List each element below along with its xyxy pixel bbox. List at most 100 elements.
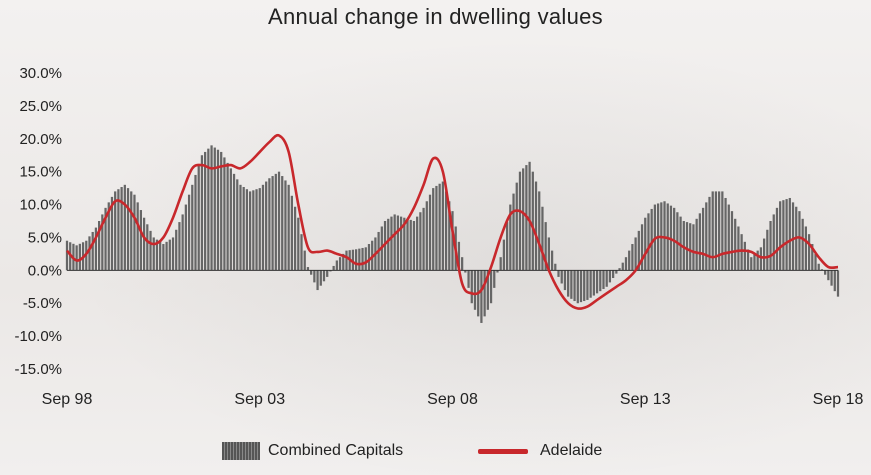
bar-combined-capitals: [489, 270, 493, 304]
bar-combined-capitals: [277, 171, 281, 271]
bar-combined-capitals: [769, 221, 772, 271]
bar-combined-capitals: [287, 184, 290, 271]
bar-combined-capitals: [419, 212, 422, 271]
bar-combined-capitals: [432, 188, 435, 271]
bar-combined-capitals: [711, 191, 714, 271]
bar-combined-capitals: [88, 236, 91, 271]
y-tick-label: 20.0%: [19, 131, 62, 148]
bar-combined-capitals: [727, 204, 730, 271]
bar-combined-capitals: [316, 270, 319, 291]
bar-combined-capitals: [518, 171, 522, 271]
bar-combined-capitals: [833, 270, 836, 292]
bar-combined-capitals: [171, 237, 175, 271]
bar-combined-capitals: [191, 184, 194, 271]
bar-combined-capitals: [281, 176, 284, 271]
bar-combined-capitals: [416, 216, 419, 271]
bar-combined-capitals: [229, 168, 232, 271]
bar-combined-capitals: [338, 257, 342, 271]
bar-combined-capitals: [194, 174, 197, 271]
bar-combined-capitals: [110, 196, 114, 271]
chart-title: Annual change in dwelling values: [268, 4, 603, 29]
bar-combined-capitals: [390, 216, 393, 271]
bar-combined-capitals: [117, 189, 120, 271]
bar-combined-capitals: [178, 222, 181, 271]
bar-combined-capitals: [721, 191, 724, 271]
bar-combined-capitals: [248, 191, 252, 271]
bar-combined-capitals: [290, 195, 293, 271]
bar-combined-capitals: [836, 270, 840, 297]
bar-combined-capitals: [791, 202, 795, 271]
bar-combined-capitals: [756, 250, 759, 271]
legend-swatch-line: [478, 448, 528, 454]
bar-combined-capitals: [782, 200, 785, 271]
bar-combined-capitals: [261, 184, 265, 271]
bar-combined-capitals: [647, 213, 650, 271]
bar-combined-capitals: [126, 188, 130, 271]
bar-combined-capitals: [682, 221, 685, 271]
bar-combined-capitals: [640, 224, 644, 271]
bar-combined-capitals: [162, 244, 165, 271]
bar-combined-capitals: [342, 253, 345, 271]
bar-combined-capitals: [387, 218, 390, 271]
y-tick-label: 0.0%: [28, 262, 62, 279]
bar-combined-capitals: [210, 145, 213, 271]
bar-combined-capitals: [187, 194, 191, 271]
bar-combined-capitals: [705, 202, 708, 271]
bar-combined-capitals: [165, 241, 168, 271]
bar-combined-capitals: [441, 181, 444, 271]
bar-combined-capitals: [396, 215, 400, 271]
bar-combined-capitals: [750, 257, 753, 271]
bar-combined-capitals: [505, 222, 509, 271]
bar-combined-capitals: [200, 155, 204, 271]
bar-combined-capitals: [714, 191, 718, 271]
bar-combined-capitals: [547, 237, 550, 271]
bar-combined-capitals: [300, 234, 303, 271]
y-tick-label: 25.0%: [19, 98, 62, 115]
bar-combined-capitals: [766, 229, 769, 271]
bar-combined-capitals: [355, 249, 358, 271]
bar-combined-capitals: [130, 191, 133, 271]
x-tick-label: Sep 13: [620, 391, 671, 408]
bar-combined-capitals: [284, 180, 287, 271]
chart-plot: 30.0% 25.0% 20.0% 15.0% 10.0% 5.0% 0.0% -5.0% -1…: [14, 65, 863, 408]
bar-combined-capitals: [785, 199, 788, 271]
bar-combined-capitals: [91, 231, 94, 271]
bar-combined-capitals: [820, 269, 824, 271]
bar-combined-capitals: [98, 221, 101, 271]
bar-combined-capitals: [226, 162, 229, 271]
bar-combined-capitals: [734, 218, 737, 271]
bar-combined-capitals: [531, 171, 534, 271]
bar-combined-capitals: [592, 270, 595, 296]
bar-combined-capitals: [637, 230, 640, 271]
bar-combined-capitals: [827, 270, 830, 281]
bar-combined-capitals: [425, 201, 428, 271]
bar-combined-capitals: [78, 243, 81, 271]
y-tick-label: 15.0%: [19, 164, 62, 181]
bar-combined-capitals: [232, 173, 236, 271]
bar-combined-capitals: [451, 211, 454, 271]
bar-combined-capitals: [268, 178, 271, 271]
bar-combined-capitals: [701, 207, 705, 271]
bar-combined-capitals: [541, 206, 544, 271]
bar-combined-capitals: [168, 239, 171, 271]
y-tick-label: 30.0%: [19, 65, 62, 82]
x-tick-label: Sep 98: [42, 391, 93, 408]
bar-combined-capitals: [779, 201, 782, 271]
bar-combined-capitals: [136, 202, 139, 271]
bar-combined-capitals: [615, 270, 618, 274]
bar-combined-capitals: [326, 270, 329, 277]
bar-combined-capitals: [608, 270, 612, 283]
bar-combined-capitals: [631, 244, 634, 271]
bar-combined-capitals: [557, 270, 560, 277]
bar-combined-capitals: [438, 183, 441, 271]
bar-combined-capitals: [399, 216, 403, 271]
bar-combined-capitals: [621, 262, 624, 271]
bar-combined-capitals: [120, 187, 123, 271]
bar-combined-capitals: [496, 270, 499, 273]
bar-combined-capitals: [788, 197, 791, 271]
bar-combined-capitals: [550, 250, 554, 271]
bar-combined-capitals: [618, 268, 621, 271]
bar-combined-capitals: [493, 270, 496, 288]
legend-item-adelaide: Adelaide: [478, 442, 602, 460]
bar-combined-capitals: [159, 241, 162, 271]
